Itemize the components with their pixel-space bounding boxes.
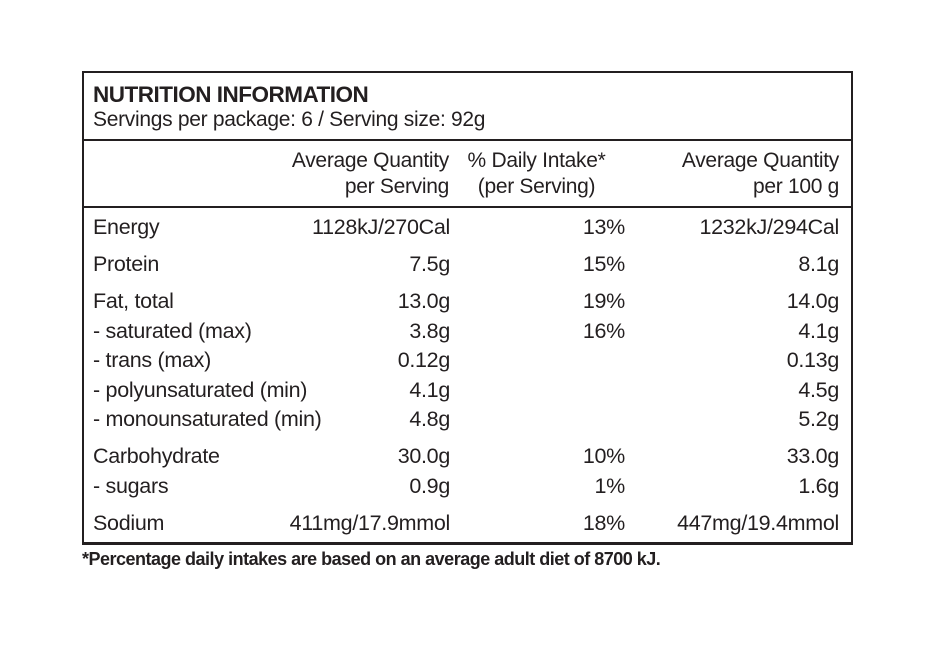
daily-intake-value: 19% xyxy=(582,289,625,313)
nutrient-label: - saturated (max) xyxy=(93,318,252,343)
column-header-per-serving: Average Quantity per Serving xyxy=(291,149,449,198)
nutrient-rows: Energy 1128kJ/270Cal 13% 1232kJ/294Cal P… xyxy=(84,208,851,538)
daily-intake-value: 16% xyxy=(582,318,625,343)
per-100g-value: 1232kJ/294Cal xyxy=(699,215,839,239)
daily-intake-value xyxy=(450,376,625,406)
row-trans: - trans (max) 0.12g 0.13g xyxy=(84,346,851,376)
serving-value: 3.8g xyxy=(409,318,450,343)
per-100g-value: 4.1g xyxy=(798,318,839,343)
serving-value: 0.9g xyxy=(409,473,450,498)
per-100g-value: 8.1g xyxy=(798,252,839,276)
footnote: *Percentage daily intakes are based on a… xyxy=(82,549,661,569)
serving-value: 4.8g xyxy=(409,407,450,431)
row-carbohydrate: Carbohydrate 30.0g 10% 33.0g xyxy=(84,442,851,472)
nutrient-label: Carbohydrate xyxy=(93,444,220,468)
serving-value: 13.0g xyxy=(397,289,451,313)
column-header-daily-intake: % Daily Intake* (per Serving) xyxy=(467,149,606,198)
panel-title: NUTRITION INFORMATION xyxy=(93,82,369,107)
per-100g-value: 5.2g xyxy=(798,407,839,431)
nutrition-panel: NUTRITION INFORMATION Servings per packa… xyxy=(82,71,853,545)
nutrient-label: - monounsaturated (min) xyxy=(93,407,322,431)
serving-value: 411mg/17.9mmol xyxy=(289,510,451,535)
nutrient-label: Energy xyxy=(93,215,160,239)
serving-value: 0.12g xyxy=(397,348,451,372)
nutrient-label: - sugars xyxy=(93,473,169,498)
nutrient-label: - polyunsaturated (min) xyxy=(93,377,308,402)
daily-intake-value: 10% xyxy=(582,444,625,468)
panel-header: NUTRITION INFORMATION Servings per packa… xyxy=(84,73,851,141)
per-100g-value: 4.5g xyxy=(798,377,839,402)
nutrient-label: - trans (max) xyxy=(93,348,211,372)
nutrient-label: Protein xyxy=(93,252,160,276)
row-saturated: - saturated (max) 3.8g 16% 4.1g xyxy=(84,317,851,347)
per-100g-value: 33.0g xyxy=(786,444,840,468)
nutrient-label: Sodium xyxy=(93,510,165,535)
serving-value: 1128kJ/270Cal xyxy=(312,215,450,239)
column-header-row: Average Quantity per Serving % Daily Int… xyxy=(84,141,851,208)
daily-intake-value: 1% xyxy=(594,473,626,498)
row-sodium: Sodium 411mg/17.9mmol 18% 447mg/19.4mmol xyxy=(84,509,851,539)
daily-intake-value xyxy=(450,346,625,376)
row-polyunsaturated: - polyunsaturated (min) 4.1g 4.5g xyxy=(84,376,851,406)
per-100g-value: 447mg/19.4mmol xyxy=(677,510,839,535)
per-100g-value: 0.13g xyxy=(786,348,840,372)
row-protein: Protein 7.5g 15% 8.1g xyxy=(84,250,851,280)
per-100g-value: 1.6g xyxy=(798,473,839,498)
per-100g-value: 14.0g xyxy=(786,289,840,313)
serving-value: 30.0g xyxy=(397,444,451,468)
row-sugars: - sugars 0.9g 1% 1.6g xyxy=(84,472,851,502)
daily-intake-value: 18% xyxy=(582,510,625,535)
serving-value: 4.1g xyxy=(409,377,450,402)
serving-value: 7.5g xyxy=(409,252,450,276)
row-monounsaturated: - monounsaturated (min) 4.8g 5.2g xyxy=(84,405,851,435)
daily-intake-value: 13% xyxy=(582,215,625,239)
nutrient-label: Fat, total xyxy=(93,289,174,313)
row-energy: Energy 1128kJ/270Cal 13% 1232kJ/294Cal xyxy=(84,213,851,243)
daily-intake-value xyxy=(450,405,625,435)
daily-intake-value: 15% xyxy=(582,252,625,276)
row-fat-total: Fat, total 13.0g 19% 14.0g xyxy=(84,287,851,317)
column-header-per-100g: Average Quantity per 100 g xyxy=(681,149,839,198)
servings-info: Servings per package: 6 / Serving size: … xyxy=(93,108,486,131)
